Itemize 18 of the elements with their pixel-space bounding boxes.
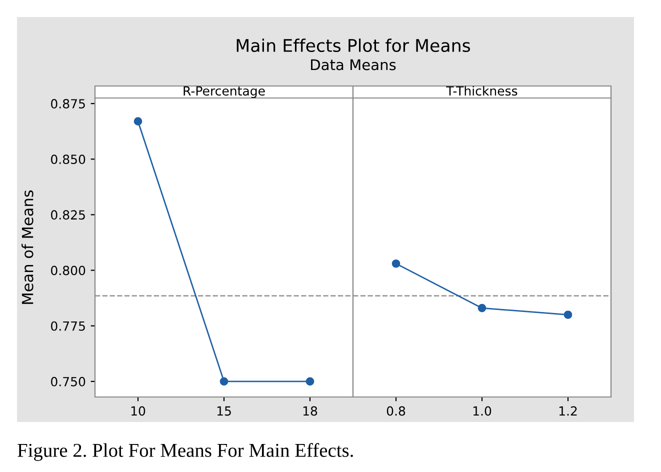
x-tick-label: 10	[131, 406, 146, 416]
x-tick-label: 18	[303, 406, 318, 416]
caption: Figure 2. Plot For Means For Main Effects.	[18, 443, 353, 461]
y-tick-label: 0.825	[51, 210, 85, 220]
y-axis-title: Mean of Means	[22, 190, 34, 304]
x-tick-label: 1.0	[473, 406, 492, 416]
x-axis-title: R-Percentage	[184, 86, 265, 98]
chart-title: Main Effects Plot for Means	[236, 38, 470, 52]
y-tick-label: 0.800	[51, 266, 86, 276]
chart-subtitle: Data Means	[311, 59, 396, 70]
y-tick-label: 0.850	[51, 154, 86, 164]
x-axis-title: T-Thickness	[446, 86, 518, 96]
y-tick-label: 0.875	[51, 99, 85, 108]
y-tick-label: 0.750	[51, 376, 86, 386]
y-tick-label: 0.775	[51, 321, 85, 331]
x-tick-label: 0.8	[386, 406, 406, 416]
x-tick-label: 15	[217, 406, 231, 416]
x-tick-label: 1.2	[559, 406, 577, 416]
